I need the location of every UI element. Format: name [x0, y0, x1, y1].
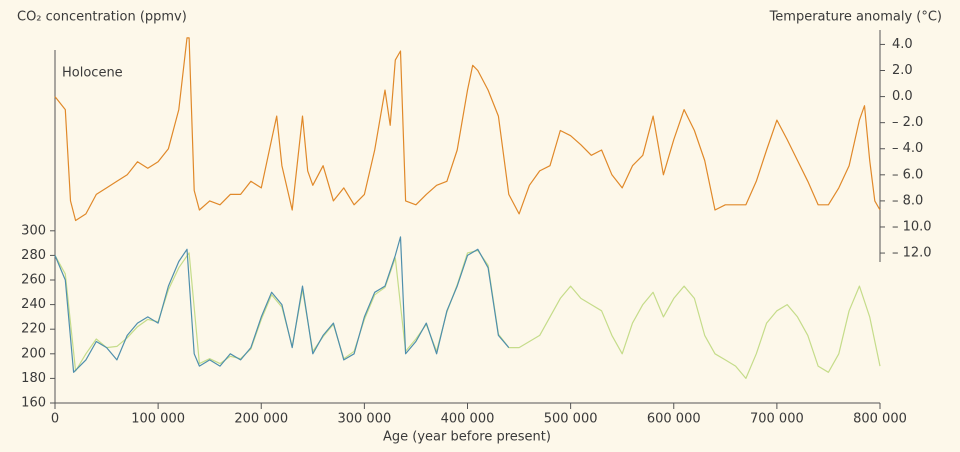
y-tick-label: 200: [21, 346, 46, 361]
y2-tick-label: – 8.0: [892, 193, 923, 208]
x-axis-title: Age (year before present): [383, 430, 551, 445]
x-tick-label: 400 000: [441, 412, 495, 427]
right-axis-title: Temperature anomaly (°C): [769, 10, 942, 25]
x-tick-label: 200 000: [234, 412, 288, 427]
x-tick-label: 700 000: [750, 412, 804, 427]
x-tick-label: 100 000: [131, 412, 185, 427]
annotation: Holocene: [62, 66, 123, 81]
y2-tick-label: – 12.0: [892, 246, 932, 261]
y-tick-label: 160: [21, 396, 46, 411]
y-tick-label: 240: [21, 297, 46, 312]
y-tick-label: 220: [21, 322, 46, 337]
y2-tick-label: – 6.0: [892, 167, 923, 182]
y2-tick-label: 2.0: [892, 63, 913, 78]
left-axis-title: CO₂ concentration (ppmv): [17, 10, 187, 25]
x-tick-label: 0: [51, 412, 59, 427]
y-tick-label: 300: [21, 223, 46, 238]
y2-tick-label: – 10.0: [892, 219, 932, 234]
x-tick-label: 800 000: [853, 412, 907, 427]
y-tick-label: 180: [21, 371, 46, 386]
y2-tick-label: – 2.0: [892, 115, 923, 130]
y2-tick-label: 0.0: [892, 89, 913, 104]
y2-tick-label: – 4.0: [892, 141, 923, 156]
data-line: [54, 249, 881, 379]
x-tick-label: 500 000: [544, 412, 598, 427]
y2-tick-label: 4.0: [892, 37, 913, 52]
data-line: [54, 236, 510, 373]
data-line: [54, 37, 881, 222]
x-tick-label: 300 000: [337, 412, 391, 427]
x-tick-label: 600 000: [647, 412, 701, 427]
y-tick-label: 280: [21, 248, 46, 263]
y-tick-label: 260: [21, 273, 46, 288]
